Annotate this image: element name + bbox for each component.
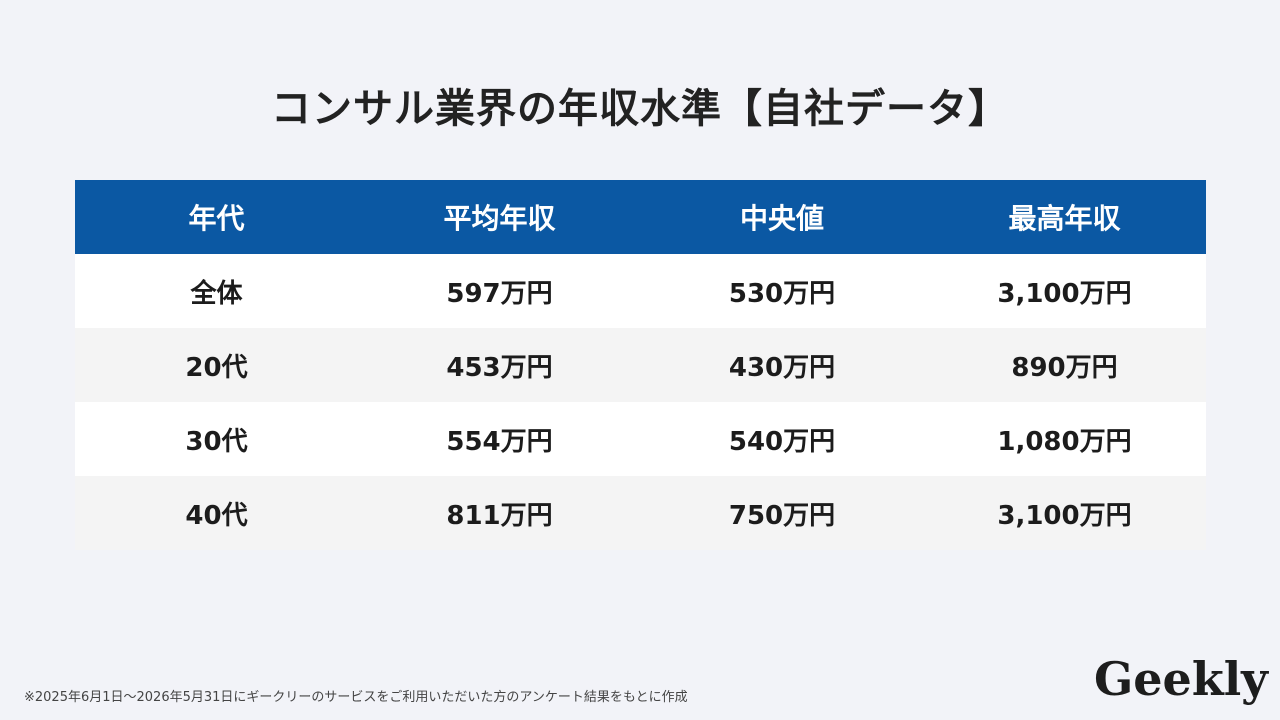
cell-median: 530万円 [728,278,836,309]
cell-median: 750万円 [728,500,836,531]
table-row: 全体 597万円 530万円 3,100万円 [75,254,1206,328]
header-median: 中央値 [739,202,824,235]
salary-table: 年代 平均年収 中央値 最高年収 全体 597万円 530万円 3,100万円 … [75,180,1206,550]
cell-max: 3,100万円 [997,278,1132,309]
table-row: 40代 811万円 750万円 3,100万円 [75,476,1206,550]
cell-average: 453万円 [446,352,553,383]
cell-age: 40代 [185,500,248,531]
header-age: 年代 [188,202,245,235]
cell-max: 3,100万円 [997,500,1132,531]
cell-age: 全体 [190,278,243,309]
table-row: 30代 554万円 540万円 1,080万円 [75,402,1206,476]
cell-average: 811万円 [446,500,553,531]
table-row: 20代 453万円 430万円 890万円 [75,328,1206,402]
cell-age: 30代 [185,426,248,457]
cell-age: 20代 [185,352,248,383]
cell-max: 1,080万円 [997,426,1132,457]
cell-median: 540万円 [728,426,836,457]
cell-max: 890万円 [1011,352,1118,383]
cell-average: 597万円 [446,278,553,309]
cell-average: 554万円 [446,426,553,457]
header-max: 最高年収 [1008,202,1121,235]
cell-median: 430万円 [728,352,836,383]
footnote: ※2025年6月1日〜2026年5月31日にギークリーのサービスをご利用いただい… [24,690,688,705]
geekly-logo: Geekly [1094,652,1268,706]
table-header-row: 年代 平均年収 中央値 最高年収 [75,180,1206,254]
page-title: コンサル業界の年収水準【自社データ】 [271,86,1009,132]
header-average: 平均年収 [443,202,556,235]
